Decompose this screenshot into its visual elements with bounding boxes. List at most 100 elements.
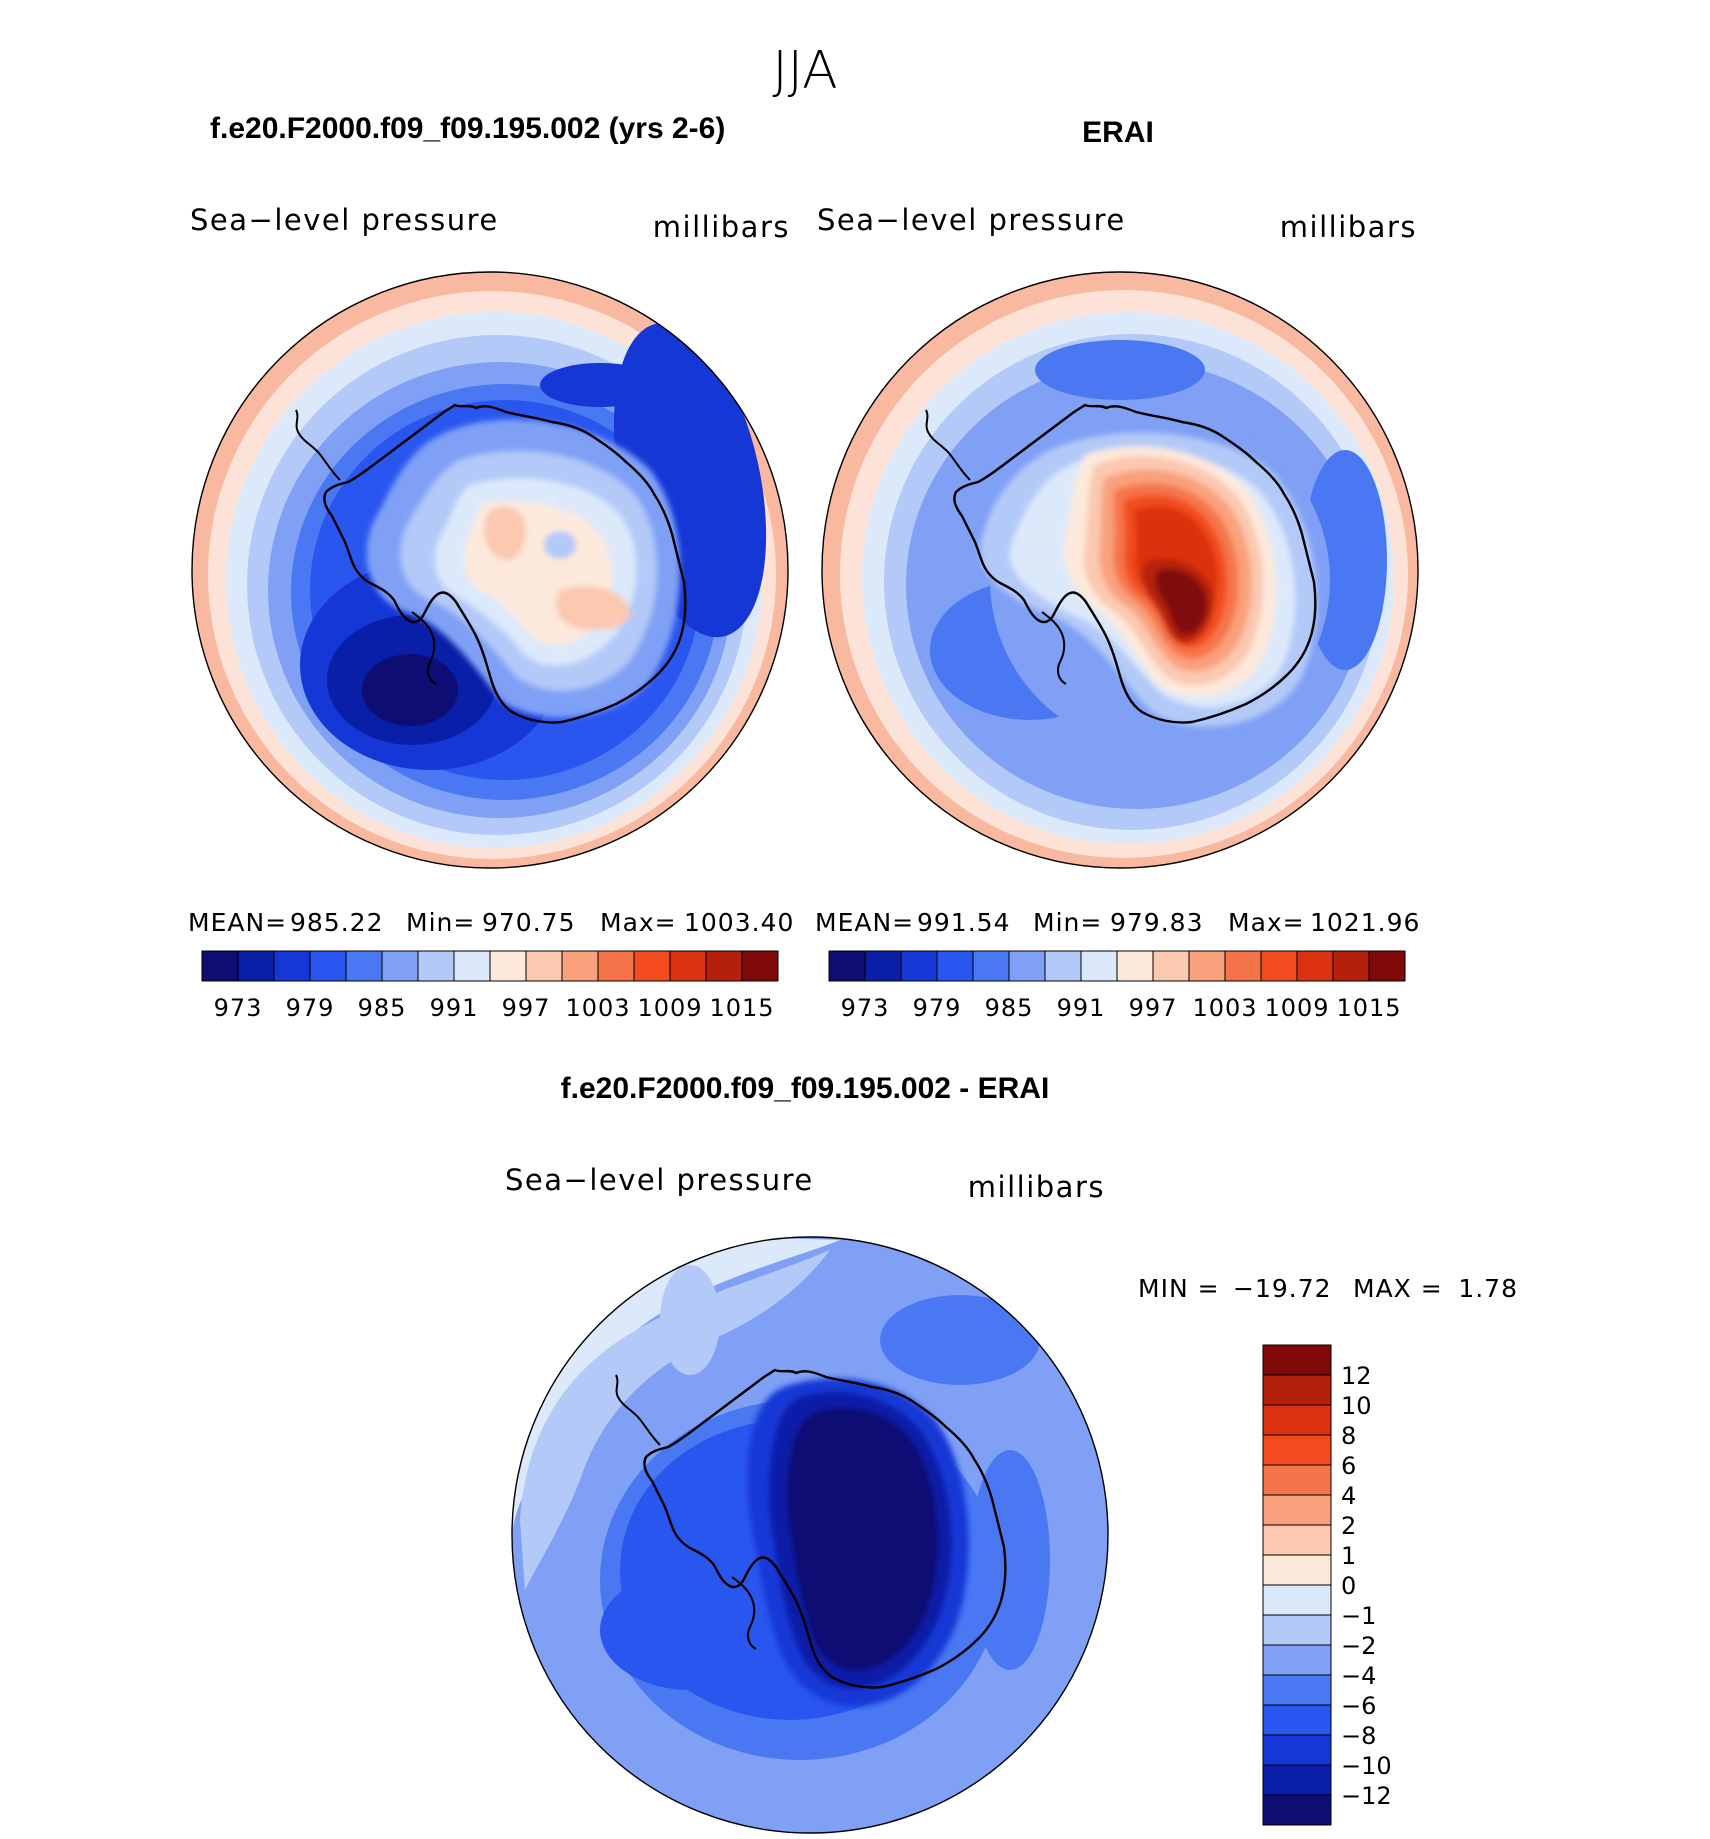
colorbar-swatch — [972, 950, 1010, 982]
panel-erai-right-label: millibars — [1280, 210, 1417, 244]
contour-band — [880, 1295, 1040, 1385]
colorbar-swatch — [900, 950, 938, 982]
contour-band — [600, 1570, 780, 1690]
polar-map-erai — [822, 272, 1418, 868]
panel-model-right-label: millibars — [653, 210, 790, 244]
colorbar-tick-label: 997 — [1129, 994, 1178, 1022]
colorbar-swatch — [201, 950, 239, 982]
colorbar-tick-label: 1 — [1341, 1542, 1356, 1570]
colorbar-swatch — [381, 950, 419, 982]
colorbar-tick-label: 991 — [430, 994, 479, 1022]
stat-mean-value: 985.22 — [290, 908, 383, 937]
contour-band — [1035, 340, 1205, 400]
colorbar-swatch — [525, 950, 563, 982]
colorbar-swatch — [1262, 1524, 1332, 1556]
panel-erai-stats: MEAN= 991.54 Min= 979.83 Max= 1021.96 — [815, 908, 1420, 937]
colorbar-tick-label: 8 — [1341, 1422, 1356, 1450]
colorbar-tick-label: 997 — [502, 994, 551, 1022]
colorbar-tick-label: 991 — [1057, 994, 1106, 1022]
contour-band — [660, 1265, 720, 1375]
coastline — [1041, 611, 1067, 685]
stat-min-label: Min= — [1033, 908, 1102, 937]
colorbar-tick-label: 12 — [1341, 1362, 1372, 1390]
contour-band — [544, 531, 576, 559]
colorbar-swatch — [489, 950, 527, 982]
colorbar-swatch — [1262, 1344, 1332, 1376]
colorbar-swatch — [1044, 950, 1082, 982]
panel-diff-title: f.e20.F2000.f09_f09.195.002 - ERAI — [561, 1072, 1050, 1105]
colorbar-swatch — [1008, 950, 1046, 982]
stat-max-value: 1021.96 — [1310, 908, 1420, 937]
colorbar-tick-label: 1009 — [637, 994, 702, 1022]
colorbar-tick-label: 1009 — [1264, 994, 1329, 1022]
colorbar-swatch — [705, 950, 743, 982]
colorbar-swatch — [1262, 1434, 1332, 1466]
colorbar-tick-label: 2 — [1341, 1512, 1356, 1540]
panel-diff-right-label: millibars — [968, 1170, 1105, 1204]
stat-max-value: 1003.40 — [684, 908, 794, 937]
colorbar-swatch — [669, 950, 707, 982]
panel-model-stats: MEAN= 985.22 Min= 970.75 Max= 1003.40 — [188, 908, 794, 937]
colorbar-swatch — [1332, 950, 1370, 982]
colorbar-swatch — [237, 950, 275, 982]
contour-band — [1155, 569, 1207, 635]
colorbar-tick-label: 1003 — [565, 994, 630, 1022]
colorbar-tick-label: −8 — [1341, 1722, 1376, 1750]
colorbar-swatch — [633, 950, 671, 982]
colorbar-swatch — [1262, 1674, 1332, 1706]
colorbar-tick-label: 0 — [1341, 1572, 1356, 1600]
coastline — [295, 409, 341, 481]
colorbar-swatch — [1188, 950, 1226, 982]
colorbar-swatch — [1296, 950, 1334, 982]
panel-model-left-label: Sea−level pressure — [190, 203, 499, 237]
colorbar-swatch — [1116, 950, 1154, 982]
colorbar-tick-label: 1003 — [1192, 994, 1257, 1022]
colorbar-swatch — [1262, 1464, 1332, 1496]
colorbar-tick-label: −2 — [1341, 1632, 1376, 1660]
panel-diff-stats: MIN = −19.72 MAX = 1.78 — [1138, 1274, 1517, 1303]
colorbar-swatch — [1262, 1704, 1332, 1736]
colorbar-swatch — [1262, 1614, 1332, 1646]
colorbar-tick-label: −4 — [1341, 1662, 1376, 1690]
panel-diff-left-label: Sea−level pressure — [505, 1163, 814, 1197]
colorbar-swatch — [1262, 1374, 1332, 1406]
colorbar-swatch — [561, 950, 599, 982]
stat-max-label: Max= — [1228, 908, 1305, 937]
stat-min-label: MIN = — [1138, 1274, 1220, 1303]
colorbar-swatch — [1224, 950, 1262, 982]
colorbar-swatch — [1262, 1764, 1332, 1796]
colorbar-swatch — [417, 950, 455, 982]
contour-band — [484, 506, 526, 561]
colorbar-tick-label: 979 — [286, 994, 335, 1022]
contour-band — [556, 586, 631, 631]
coastline — [953, 403, 1317, 724]
polar-map-model — [192, 272, 788, 868]
colorbar-model: 973 979 985 991 997 1003 1009 1015 — [201, 950, 779, 1022]
map-outline-model — [191, 271, 789, 869]
stat-max-label: MAX = — [1353, 1274, 1443, 1303]
map-outline-erai — [821, 271, 1419, 869]
panel-erai: ERAI Sea−level pressure millibars — [815, 116, 1420, 1022]
colorbar-swatch — [936, 950, 974, 982]
colorbar-tick-label: −6 — [1341, 1692, 1376, 1720]
colorbar-tick-label: 973 — [841, 994, 890, 1022]
colorbar-swatch — [453, 950, 491, 982]
colorbar-swatch — [1262, 1584, 1332, 1616]
panel-erai-left-label: Sea−level pressure — [817, 203, 1126, 237]
colorbar-swatch — [309, 950, 347, 982]
colorbar-swatch — [1262, 1554, 1332, 1586]
colorbar-swatch — [1262, 1734, 1332, 1766]
colorbar-tick-label: 973 — [214, 994, 263, 1022]
colorbar-tick-label: 1015 — [709, 994, 774, 1022]
colorbar-tick-label: 4 — [1341, 1482, 1356, 1510]
contour-band — [787, 1407, 939, 1671]
colorbar-erai: 973 979 985 991 997 1003 1009 1015 — [828, 950, 1406, 1022]
contour-band — [362, 654, 458, 726]
coastline — [731, 1576, 757, 1650]
colorbar-swatch — [597, 950, 635, 982]
coastline — [643, 1368, 1007, 1689]
colorbar-swatch — [1262, 1494, 1332, 1526]
coastline — [615, 1374, 661, 1446]
